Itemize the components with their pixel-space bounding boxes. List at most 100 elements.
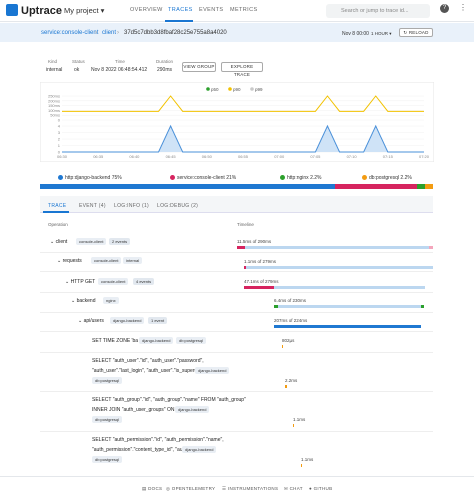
system-name: service:console-client (177, 175, 225, 181)
span-duration: 2.2ms (285, 378, 298, 383)
span-row-client[interactable]: ⌄ client (50, 239, 67, 245)
span-timeline-track (245, 246, 433, 249)
row-divider (40, 292, 433, 293)
span-label: requests (62, 258, 82, 264)
top-bar: Uptrace My project ▾ OVERVIEW TRACES EVE… (0, 0, 474, 22)
nav-metrics[interactable]: METRICS (230, 7, 258, 13)
system-pct: 75% (111, 175, 122, 181)
span-count-badge: 1 event (148, 317, 168, 324)
span-row-api-users[interactable]: ⌄ api/users (78, 318, 104, 324)
footer-docs-link[interactable]: ▤ DOCS (142, 486, 162, 492)
latency-tick-label: 0 (58, 118, 61, 123)
x-tick-label: 06:50 (202, 154, 213, 159)
chevron-down-icon[interactable]: ⌄ (65, 279, 71, 285)
x-axis: 06:30 06:35 06:40 06:45 06:50 06:55 07:00 07:05… (57, 154, 430, 159)
tab-event[interactable]: EVENT (4) (79, 203, 106, 209)
latency-tick-label: 100ms (48, 108, 60, 113)
span-label-continued: "auth_user"."last_login", "auth_user"."i… (92, 368, 202, 374)
span-tag: console-client (76, 238, 107, 245)
span-duration: 11.5ms of 290ms (237, 239, 272, 244)
footer-instrumentations-link[interactable]: ☰ INSTRUMENTATIONS (222, 486, 278, 492)
timeline-column-header: Timeline (237, 222, 254, 227)
row-divider (40, 312, 433, 313)
explore-trace-button[interactable]: EXPLORE TRACE (221, 62, 263, 77)
duration-value: 290ms (157, 67, 173, 73)
span-timeline-bar (274, 325, 421, 328)
latency-tick-label: 200ms (48, 98, 60, 103)
span-row-select-auth-user[interactable]: SELECT "auth_user"."id", "auth_user"."pa… (92, 358, 204, 364)
footer-chat-link[interactable]: ✉ CHAT (284, 486, 303, 492)
span-label: backend (76, 298, 96, 304)
span-timeline-bar (285, 385, 287, 388)
period-select[interactable]: 1 HOUR ▾ (371, 31, 392, 36)
system-pct: 2.2% (310, 175, 322, 181)
span-row-backend[interactable]: ⌄ backend (71, 298, 96, 304)
footer-label: DOCS (148, 486, 163, 491)
system-legend-django[interactable]: http:django-backend 75% (58, 175, 122, 181)
span-duration: 6.4ms of 230ms (274, 298, 307, 303)
project-selector[interactable]: My project ▾ (64, 6, 105, 15)
tab-log-debug[interactable]: LOG:DEBUG (2) (157, 203, 199, 209)
help-icon[interactable]: ? (440, 4, 449, 13)
span-timeline-track (274, 286, 425, 289)
app-logo[interactable]: Uptrace (6, 4, 62, 17)
x-tick-label: 06:40 (129, 154, 140, 159)
span-duration: 1.1ms of 279ms (244, 259, 277, 264)
telescope-icon: ◎ (166, 486, 172, 491)
chevron-down-icon[interactable]: ⌄ (50, 239, 56, 245)
uptrace-logo-icon (6, 4, 18, 16)
operation-column-header: Operation (48, 222, 68, 227)
count-tick-label: 4 (58, 124, 61, 129)
time-range[interactable]: Nov 8 00:00 (342, 31, 369, 37)
span-row-select-auth-group[interactable]: SELECT "auth_group"."id", "auth_group"."… (92, 397, 246, 403)
view-group-button[interactable]: VIEW GROUP (182, 62, 216, 72)
span-label-continued: INNER JOIN "auth_user_groups" ON ... (92, 407, 181, 413)
app-name: Uptrace (21, 5, 62, 17)
nav-events[interactable]: EVENTS (199, 7, 224, 13)
system-share-bar-console (335, 184, 417, 189)
x-tick-label: 07:10 (347, 154, 358, 159)
system-legend-console[interactable]: service:console-client 21% (170, 175, 236, 181)
span-tag: console-client (98, 278, 129, 285)
count-tick-label: 1 (58, 143, 61, 148)
span-duration: 1.1ms (301, 457, 314, 462)
x-tick-label: 06:55 (238, 154, 249, 159)
legend-label: p90 (233, 87, 241, 92)
span-row-requests[interactable]: ⌄ requests (57, 258, 82, 264)
more-menu-icon[interactable]: ⋮ (459, 3, 467, 12)
chevron-down-icon[interactable]: ⌄ (71, 298, 77, 304)
span-row-http-get[interactable]: ⌄ HTTP GET (65, 279, 95, 285)
system-legend-nginx[interactable]: http:nginx 2.2% (280, 175, 321, 181)
nav-overview[interactable]: OVERVIEW (130, 7, 163, 13)
chevron-down-icon[interactable]: ⌄ (57, 258, 63, 264)
x-tick-label: 07:00 (274, 154, 285, 159)
system-legend-postgres[interactable]: db:postgresql 2.2% (362, 175, 412, 181)
footer-opentelemetry-link[interactable]: ◎ OPENTELEMETRY (166, 486, 215, 492)
span-row-select-auth-permission[interactable]: SELECT "auth_permission"."id", "auth_per… (92, 437, 224, 443)
active-tab-indicator (43, 211, 69, 213)
span-tag: django-backend (175, 406, 210, 413)
search-input[interactable]: Search or jump to trace id... (326, 4, 430, 18)
footer-github-link[interactable]: ● GITHUB (309, 486, 332, 491)
breadcrumb-section[interactable]: client (102, 30, 117, 36)
github-icon: ● (309, 486, 314, 491)
tab-trace[interactable]: TRACE (48, 203, 67, 209)
reload-button[interactable]: ↻ RELOAD (399, 28, 433, 37)
system-share-bar-postgres (425, 184, 433, 189)
span-tag: db:postgresql (92, 416, 123, 423)
breadcrumb-system[interactable]: service:console-client (41, 30, 99, 36)
chevron-down-icon[interactable]: ⌄ (78, 318, 84, 324)
row-divider (40, 331, 433, 332)
tab-log-info[interactable]: LOG:INFO (1) (114, 203, 149, 209)
nav-traces[interactable]: TRACES (168, 7, 193, 13)
span-timeline-bar (274, 305, 278, 308)
breadcrumb-bar (0, 23, 474, 42)
row-divider (40, 252, 433, 253)
system-share-bar-django (40, 184, 335, 189)
latency-tick-label: 150ms (48, 103, 60, 108)
legend-label: p99 (255, 87, 263, 92)
span-row-set-time-zone[interactable]: SET TIME ZONE 'ba (92, 338, 138, 344)
span-count-badge: 2 events (109, 238, 131, 245)
reload-icon: ↻ (403, 30, 409, 35)
